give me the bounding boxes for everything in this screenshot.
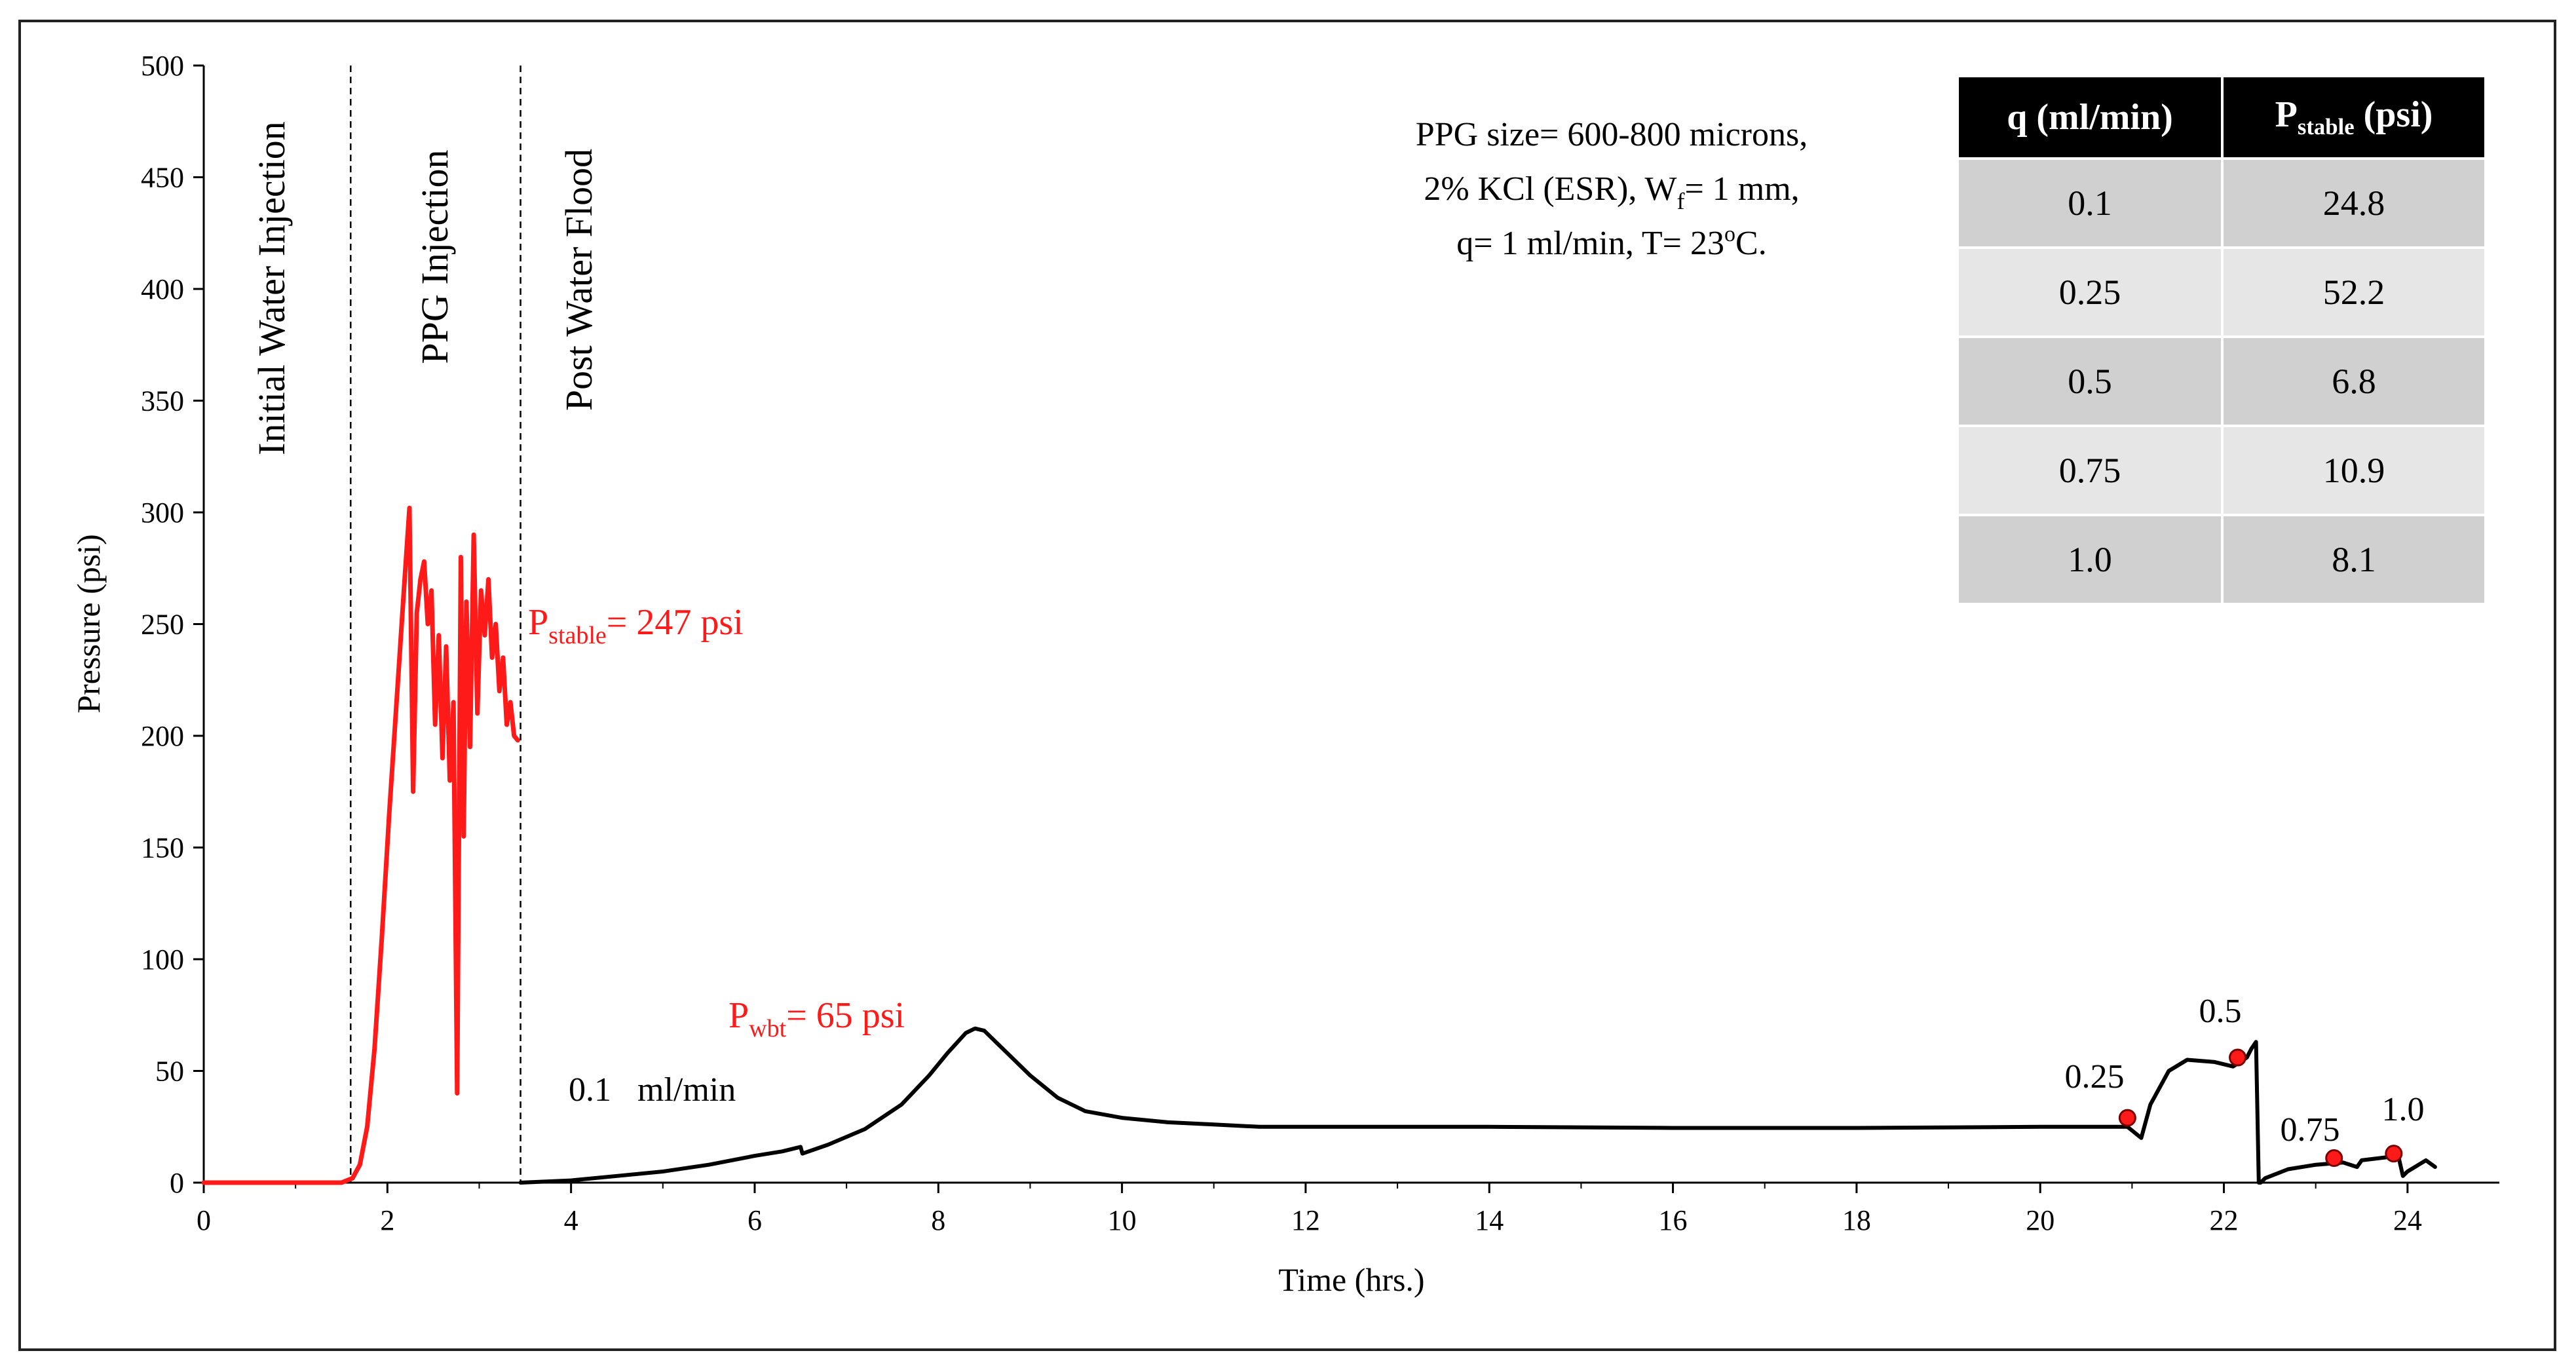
- x-tick-label: 12: [1291, 1204, 1320, 1236]
- y-tick-label: 350: [141, 385, 184, 417]
- x-tick-label: 18: [1842, 1204, 1871, 1236]
- table-cell-p: 6.8: [2224, 338, 2484, 425]
- header-p-stable: Pstable (psi): [2224, 77, 2484, 157]
- info-line-1: PPG size= 600-800 microns,: [1416, 116, 1808, 153]
- data-marker: [2325, 1149, 2343, 1167]
- y-tick-label: 500: [141, 50, 184, 82]
- x-axis-title: Time (hrs.): [1278, 1261, 1424, 1298]
- rate-label-0-5: 0.5: [2199, 993, 2242, 1030]
- rate-label-initial: 0.1 ml/min: [569, 1071, 736, 1109]
- y-tick-label: 200: [141, 720, 184, 752]
- rate-pressure-table: q (ml/min) Pstable (psi) 0.1 24.8 0.25 5…: [1956, 75, 2487, 605]
- table-row: 0.5 6.8: [1959, 338, 2484, 425]
- rate-label-0-75: 0.75: [2281, 1111, 2340, 1149]
- data-marker: [2385, 1145, 2403, 1163]
- x-tick-label: 20: [2026, 1204, 2055, 1236]
- x-tick-label: 4: [564, 1204, 578, 1236]
- table-cell-p: 24.8: [2224, 160, 2484, 246]
- y-tick-label: 400: [141, 273, 184, 305]
- table-cell-q: 1.0: [1959, 516, 2221, 603]
- phase-label-initial-water-injection: Initial Water Injection: [250, 121, 293, 455]
- series-line-water-flood: [518, 1026, 2437, 1185]
- x-tick-label: 16: [1659, 1204, 1688, 1236]
- table-header-row: q (ml/min) Pstable (psi): [1959, 77, 2484, 157]
- rate-label-1-0: 1.0: [2382, 1091, 2425, 1128]
- y-tick-label: 450: [141, 162, 184, 194]
- y-tick-label: 50: [155, 1056, 184, 1088]
- series-line-ppg-injection: [201, 505, 520, 1185]
- x-tick-label: 6: [748, 1204, 762, 1236]
- table-row: 0.75 10.9: [1959, 427, 2484, 514]
- y-axis-title: Pressure (psi): [70, 534, 107, 714]
- table-cell-q: 0.75: [1959, 427, 2221, 514]
- phase-label-ppg-injection: PPG Injection: [413, 149, 456, 364]
- data-marker: [2229, 1048, 2247, 1067]
- info-line-3: q= 1 ml/min, T= 23oC.: [1456, 222, 1766, 262]
- x-tick-label: 22: [2210, 1204, 2239, 1236]
- table-cell-q: 0.25: [1959, 249, 2221, 335]
- table-cell-p: 52.2: [2224, 249, 2484, 335]
- data-marker: [2118, 1109, 2136, 1127]
- x-tick-label: 2: [380, 1204, 394, 1236]
- y-tick-label: 300: [141, 497, 184, 529]
- info-line-2: 2% KCl (ESR), Wf= 1 mm,: [1424, 170, 1799, 214]
- figure-frame: [18, 20, 2556, 1351]
- table-row: 0.25 52.2: [1959, 249, 2484, 335]
- phase-label-post-water-flood: Post Water Flood: [558, 149, 600, 411]
- y-tick-label: 0: [170, 1167, 184, 1199]
- y-tick-label: 150: [141, 832, 184, 864]
- x-ticks: 0 2 4 6 8 10 12 14 16 18 20 22 24: [197, 1183, 2422, 1236]
- series-lines: [201, 505, 2437, 1185]
- y-ticks: 0 50 100 150 200 250 300 350 400 450 500: [141, 50, 204, 1199]
- table-cell-p: 10.9: [2224, 427, 2484, 514]
- rate-label-0-25: 0.25: [2065, 1058, 2125, 1096]
- p-stable-label: Pstable= 247 psi: [528, 602, 744, 649]
- x-tick-label: 8: [931, 1204, 945, 1236]
- table-cell-q: 0.5: [1959, 338, 2221, 425]
- x-tick-label: 10: [1108, 1204, 1137, 1236]
- phase-boundaries: [350, 66, 521, 1183]
- x-tick-label: 0: [197, 1204, 211, 1236]
- x-tick-label: 14: [1475, 1204, 1504, 1236]
- table-row: 1.0 8.1: [1959, 516, 2484, 603]
- y-tick-label: 250: [141, 609, 184, 641]
- header-q: q (ml/min): [1959, 77, 2221, 157]
- table-cell-p: 8.1: [2224, 516, 2484, 603]
- x-tick-label: 24: [2393, 1204, 2422, 1236]
- markers: [2118, 1048, 2403, 1167]
- table-cell-q: 0.1: [1959, 160, 2221, 246]
- p-wbt-label: Pwbt= 65 psi: [729, 995, 905, 1042]
- y-tick-label: 100: [141, 943, 184, 976]
- table-row: 0.1 24.8: [1959, 160, 2484, 246]
